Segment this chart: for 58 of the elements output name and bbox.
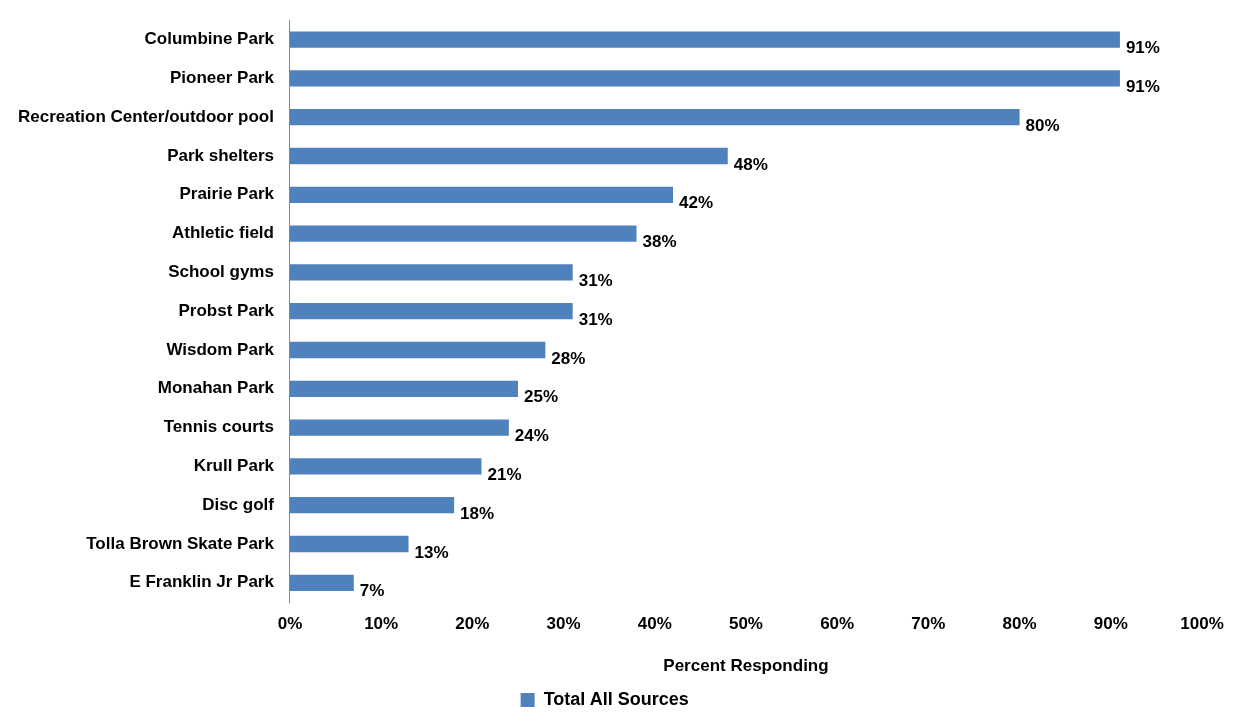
y-tick-label: School gyms xyxy=(168,262,274,282)
data-label: 31% xyxy=(578,309,613,329)
data-label: 28% xyxy=(551,348,586,368)
x-tick-label: 40% xyxy=(637,614,672,634)
bar xyxy=(289,303,573,320)
data-label: 18% xyxy=(460,503,495,523)
bar xyxy=(289,458,482,475)
data-label: 38% xyxy=(642,232,677,252)
bar xyxy=(289,147,728,165)
x-tick-label: 60% xyxy=(820,614,855,634)
y-tick-label: Probst Park xyxy=(178,300,275,320)
data-label: 24% xyxy=(514,426,549,446)
y-tick-label: Park shelters xyxy=(167,145,274,165)
bar xyxy=(289,31,1120,48)
data-label: 91% xyxy=(1125,38,1160,58)
y-tick-label: Krull Park xyxy=(193,456,275,476)
y-tick-label: Athletic field xyxy=(171,223,274,243)
bar xyxy=(289,419,509,436)
x-tick-label: 10% xyxy=(364,614,399,634)
bar xyxy=(289,109,1020,126)
data-label: 25% xyxy=(523,387,558,407)
y-tick-label: E Franklin Jr Park xyxy=(129,572,275,592)
x-tick-label: 50% xyxy=(728,614,763,634)
bar xyxy=(289,497,455,514)
legend-label: Total All Sources xyxy=(543,688,689,709)
y-tick-label: Recreation Center/outdoor pool xyxy=(17,106,274,126)
x-tick-label: 70% xyxy=(911,614,946,634)
x-axis-title: Percent Responding xyxy=(663,656,829,676)
bar xyxy=(289,341,546,359)
data-label: 48% xyxy=(733,154,768,174)
y-tick-label: Monahan Park xyxy=(157,378,275,398)
data-label: 80% xyxy=(1025,115,1060,135)
bar xyxy=(289,380,518,397)
x-tick-label: 30% xyxy=(546,614,581,634)
data-label: 31% xyxy=(578,271,613,291)
y-tick-label: Tennis courts xyxy=(163,417,274,437)
y-tick-label: Disc golf xyxy=(202,494,275,514)
bar xyxy=(289,186,674,203)
bar xyxy=(289,535,409,553)
data-label: 13% xyxy=(414,542,449,562)
y-tick-label: Tolla Brown Skate Park xyxy=(86,533,275,553)
y-tick-label: Pioneer Park xyxy=(170,68,275,88)
y-tick-label: Prairie Park xyxy=(179,184,275,204)
bar xyxy=(289,225,637,242)
y-tick-label: Wisdom Park xyxy=(166,339,275,359)
bar xyxy=(289,264,573,281)
x-tick-label: 90% xyxy=(1093,614,1128,634)
data-label: 7% xyxy=(359,581,385,601)
x-tick-label: 20% xyxy=(455,614,490,634)
data-label: 21% xyxy=(487,465,522,485)
data-label: 91% xyxy=(1125,77,1160,97)
bar xyxy=(289,70,1120,87)
y-tick-label: Columbine Park xyxy=(144,29,275,49)
x-tick-label: 100% xyxy=(1180,614,1224,634)
x-tick-label: 0% xyxy=(277,614,303,634)
x-tick-label: 80% xyxy=(1002,614,1037,634)
data-label: 42% xyxy=(679,193,714,213)
bar xyxy=(289,574,354,591)
